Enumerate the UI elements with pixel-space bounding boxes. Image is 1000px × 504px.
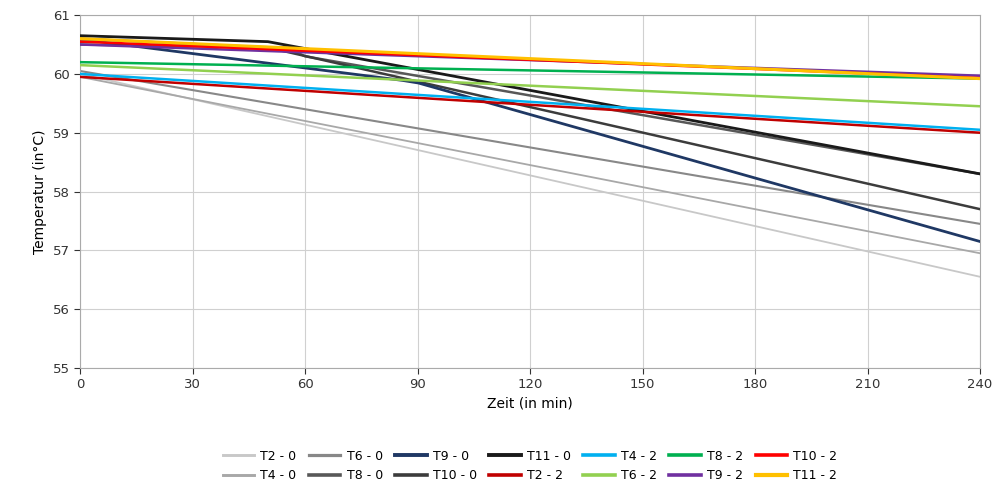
Legend: T2 - 0, T4 - 0, T6 - 0, T8 - 0, T9 - 0, T10 - 0, T11 - 0, T2 - 2, T4 - 2, T6 - 2: T2 - 0, T4 - 0, T6 - 0, T8 - 0, T9 - 0, … xyxy=(218,445,842,487)
X-axis label: Zeit (in min): Zeit (in min) xyxy=(487,397,573,411)
Y-axis label: Temperatur (in°C): Temperatur (in°C) xyxy=(33,129,47,254)
